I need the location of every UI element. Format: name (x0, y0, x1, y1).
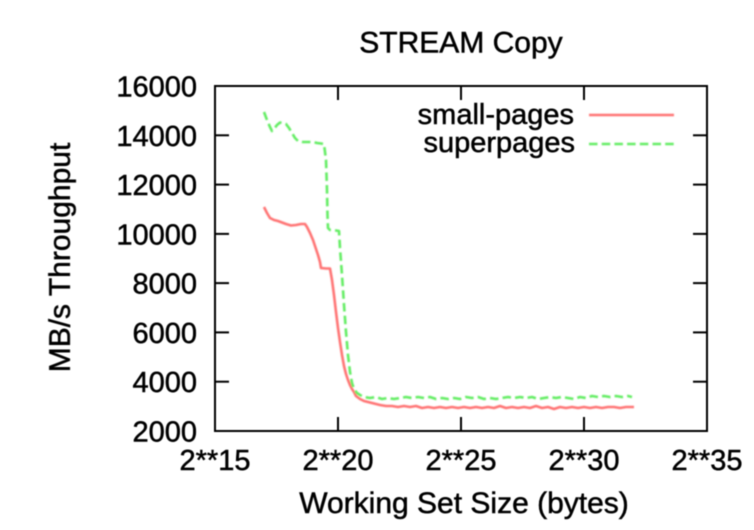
svg-text:6000: 6000 (132, 318, 197, 350)
svg-text:2000: 2000 (132, 417, 197, 449)
svg-text:superpages: superpages (423, 127, 575, 159)
svg-text:2**20: 2**20 (303, 445, 374, 477)
svg-text:2**25: 2**25 (426, 445, 497, 477)
svg-text:STREAM Copy: STREAM Copy (359, 27, 562, 60)
svg-text:8000: 8000 (132, 269, 197, 301)
svg-text:14000: 14000 (116, 121, 197, 153)
svg-text:small-pages: small-pages (418, 99, 574, 131)
svg-text:4000: 4000 (132, 367, 197, 399)
svg-text:12000: 12000 (116, 170, 197, 202)
svg-text:2**30: 2**30 (549, 445, 620, 477)
svg-text:16000: 16000 (116, 72, 197, 104)
svg-text:MB/s Throughput: MB/s Throughput (44, 142, 77, 372)
svg-text:10000: 10000 (116, 219, 197, 251)
svg-text:Working Set Size (bytes): Working Set Size (bytes) (299, 487, 629, 520)
svg-text:2**15: 2**15 (180, 445, 251, 477)
svg-text:2**35: 2**35 (672, 445, 743, 477)
